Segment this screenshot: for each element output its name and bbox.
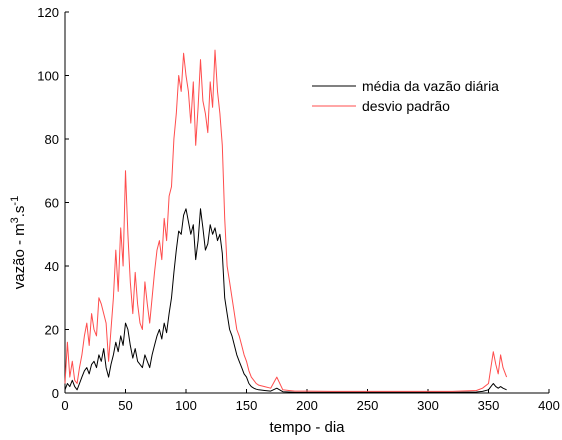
y-axis-label-exponent-2: -1 (9, 196, 21, 206)
legend-label-media: média da vazão diária (362, 78, 499, 94)
y-tick-label: 40 (45, 259, 59, 274)
y-tick-label: 0 (52, 386, 59, 401)
x-axis-label: tempo - dia (269, 419, 345, 436)
x-tick-label: 50 (118, 398, 132, 413)
series-line-desvio (64, 49, 508, 392)
series-line-media (64, 208, 507, 393)
y-tick-label: 20 (45, 323, 59, 338)
legend-label-desvio: desvio padrão (362, 98, 450, 114)
y-axis-label-middle: .s (11, 206, 28, 218)
series-lines (64, 49, 508, 393)
x-tick-label: 400 (538, 398, 560, 413)
ticks: 0 50 100 150 200 250 300 350 400 0 20 40 60 80 100 120 (37, 5, 560, 413)
y-axis-label-main: vazão - m (11, 223, 28, 289)
legend: média da vazão diária desvio padrão (312, 78, 499, 114)
y-axis-label: vazão - m3.s-1 (9, 196, 28, 289)
x-tick-label: 350 (478, 398, 500, 413)
y-tick-label: 60 (45, 196, 59, 211)
x-tick-label: 100 (175, 398, 197, 413)
x-tick-label: 200 (296, 398, 318, 413)
y-axis-label-exponent-1: 3 (9, 217, 21, 223)
y-tick-label: 120 (37, 5, 59, 20)
x-tick-label: 0 (61, 398, 68, 413)
axes (64, 12, 549, 394)
x-tick-label: 150 (236, 398, 258, 413)
y-tick-label: 80 (45, 132, 59, 147)
y-tick-label: 100 (37, 69, 59, 84)
x-tick-label: 300 (417, 398, 439, 413)
x-tick-label: 250 (357, 398, 379, 413)
